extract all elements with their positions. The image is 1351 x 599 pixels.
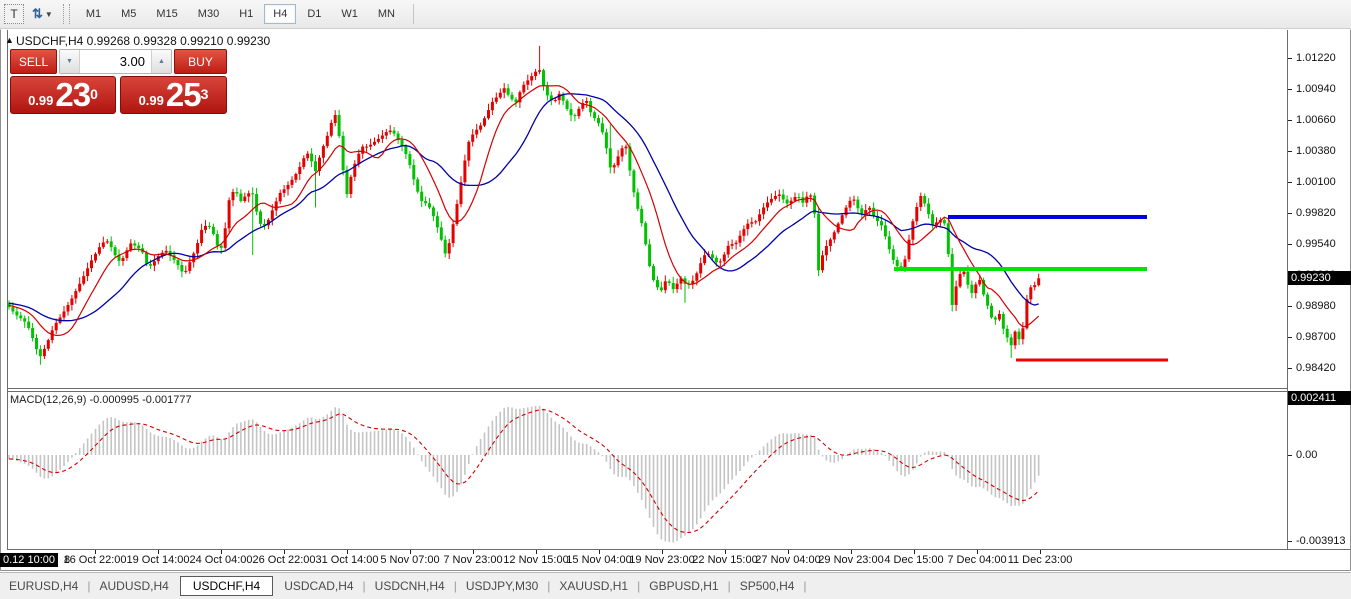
buy-price-big: 25 [165,76,202,113]
arrange-windows-icon[interactable]: ⇅ [32,6,43,21]
price-tick-label: 0.98700 [1296,331,1336,343]
time-tick-label: 24 Oct 04:00 [189,554,253,566]
tab-separator: | [87,579,91,593]
toolbar-separator [413,4,414,24]
buy-price-small: 0.99 [138,93,164,108]
buy-price-button[interactable]: 0.99 25 3 [120,76,227,114]
time-tick-label: 5 Nov 07:00 [380,554,440,566]
time-tick-label: 4 Dec 15:00 [884,554,944,566]
timeframe-button-m15[interactable]: M15 [156,8,178,20]
tab-separator: | [727,579,731,593]
sell-price-small: 0.99 [28,93,54,108]
volume-increase-button[interactable]: ▲ [152,50,171,73]
time-tick-label: 7 Nov 23:00 [443,554,503,566]
timeframe-button-d1[interactable]: D1 [307,8,322,20]
chart-tab-audusd[interactable]: AUDUSD,H4 [99,579,169,593]
time-tick-label: 31 Oct 14:00 [315,554,379,566]
chart-tab-usdcnh[interactable]: USDCNH,H4 [374,579,445,593]
chart-window-icon: ▲ [5,35,14,45]
price-tick-label: 1.00940 [1296,83,1336,95]
macd-indicator-label: MACD(12,26,9) -0.000995 -0.001777 [10,394,192,406]
timeframe-button-group: M1 M5 M15 M30 H1 H4 D1 W1 MN [76,4,405,24]
chart-tab-sp500[interactable]: SP500,H4 [739,579,795,593]
price-tick-label: 0.99540 [1296,238,1336,250]
price-tick-label: 1.00100 [1296,176,1336,188]
time-tick-label: 26 Oct 22:00 [252,554,316,566]
time-tick-label: 11 Dec 23:00 [1007,554,1073,566]
chart-tab-gbpusd[interactable]: GBPUSD,H1 [649,579,719,593]
buy-button[interactable]: BUY [174,49,227,74]
time-tick-label: 22 Nov 15:00 [692,554,758,566]
timeframe-button-m30[interactable]: M30 [197,8,220,20]
time-axis-partial-label: 8 [64,554,71,566]
current-price-badge: 0.99230 [1288,271,1351,285]
timeframe-button-m5[interactable]: M5 [121,8,137,20]
tab-separator: | [803,579,807,593]
chart-window [0,29,1351,571]
time-axis-badge: 0.12 10:00 [0,553,58,567]
tab-separator: | [547,579,551,593]
time-tick-label: 15 Nov 04:00 [566,554,632,566]
sell-price-sup: 0 [90,86,98,102]
time-tick-label: 19 Nov 23:00 [629,554,695,566]
top-toolbar: T ⇅ ▼ M1 M5 M15 M30 H1 H4 D1 W1 MN [0,0,1351,29]
chart-tab-xauusd[interactable]: XAUUSD,H1 [559,579,629,593]
chevron-down-icon[interactable]: ▼ [44,9,53,19]
time-tick-label: 19 Oct 14:00 [126,554,190,566]
timeframe-button-m1[interactable]: M1 [85,8,102,20]
volume-decrease-button[interactable]: ▼ [60,50,79,73]
chart-tab-eurusd[interactable]: EURUSD,H4 [9,579,79,593]
timeframe-button-mn[interactable]: MN [377,8,395,20]
timeframe-button-w1[interactable]: W1 [341,8,358,20]
time-tick-label: 12 Nov 15:00 [503,554,569,566]
volume-input[interactable]: 3.00 [79,50,152,73]
text-tool-button[interactable]: T [4,4,24,24]
timeframe-button-h4[interactable]: H4 [264,4,297,24]
time-tick-label: 7 Dec 04:00 [947,554,1007,566]
sell-button[interactable]: SELL [10,49,57,74]
toolbar-drag-handle[interactable] [62,4,70,24]
price-tick-label: 1.00660 [1296,114,1336,126]
timeframe-button-h1[interactable]: H1 [239,8,254,20]
volume-spinner: ▼ 3.00 ▲ [59,49,172,74]
tab-separator: | [362,579,366,593]
macd-value-badge: 0.002411 [1288,391,1351,405]
chart-tab-usdjpy[interactable]: USDJPY,M30 [465,579,539,593]
macd-tick-label: 0.00 [1296,449,1318,461]
time-tick-label: 27 Nov 04:00 [755,554,821,566]
sell-price-big: 23 [55,76,91,113]
chart-tab-usdchf[interactable]: USDCHF,H4 [179,576,274,596]
sell-price-button[interactable]: 0.99 23 0 [10,76,116,114]
time-tick-label: 29 Nov 23:00 [818,554,884,566]
time-tick-label: 16 Oct 22:00 [63,554,127,566]
one-click-trading-panel: SELL ▼ 3.00 ▲ BUY 0.99 23 0 0.99 25 3 [10,49,227,114]
price-tick-label: 0.98420 [1296,362,1336,374]
chart-tab-usdcad[interactable]: USDCAD,H4 [284,579,354,593]
chart-tab-bar: EURUSD,H4 | AUDUSD,H4 USDCHF,H4 USDCAD,H4 | US… [0,572,1351,599]
tab-separator: | [637,579,641,593]
price-tick-label: 0.99820 [1296,207,1336,219]
price-tick-label: 1.01220 [1296,52,1336,64]
chart-title-ohlc: USDCHF,H4 0.99268 0.99328 0.99210 0.9923… [16,34,271,48]
macd-tick-label: -0.003913 [1296,535,1346,547]
price-tick-label: 0.98980 [1296,300,1336,312]
chart-canvas[interactable] [0,29,1351,571]
price-tick-label: 1.00380 [1296,145,1336,157]
buy-price-sup: 3 [200,86,209,102]
tab-separator: | [453,579,457,593]
